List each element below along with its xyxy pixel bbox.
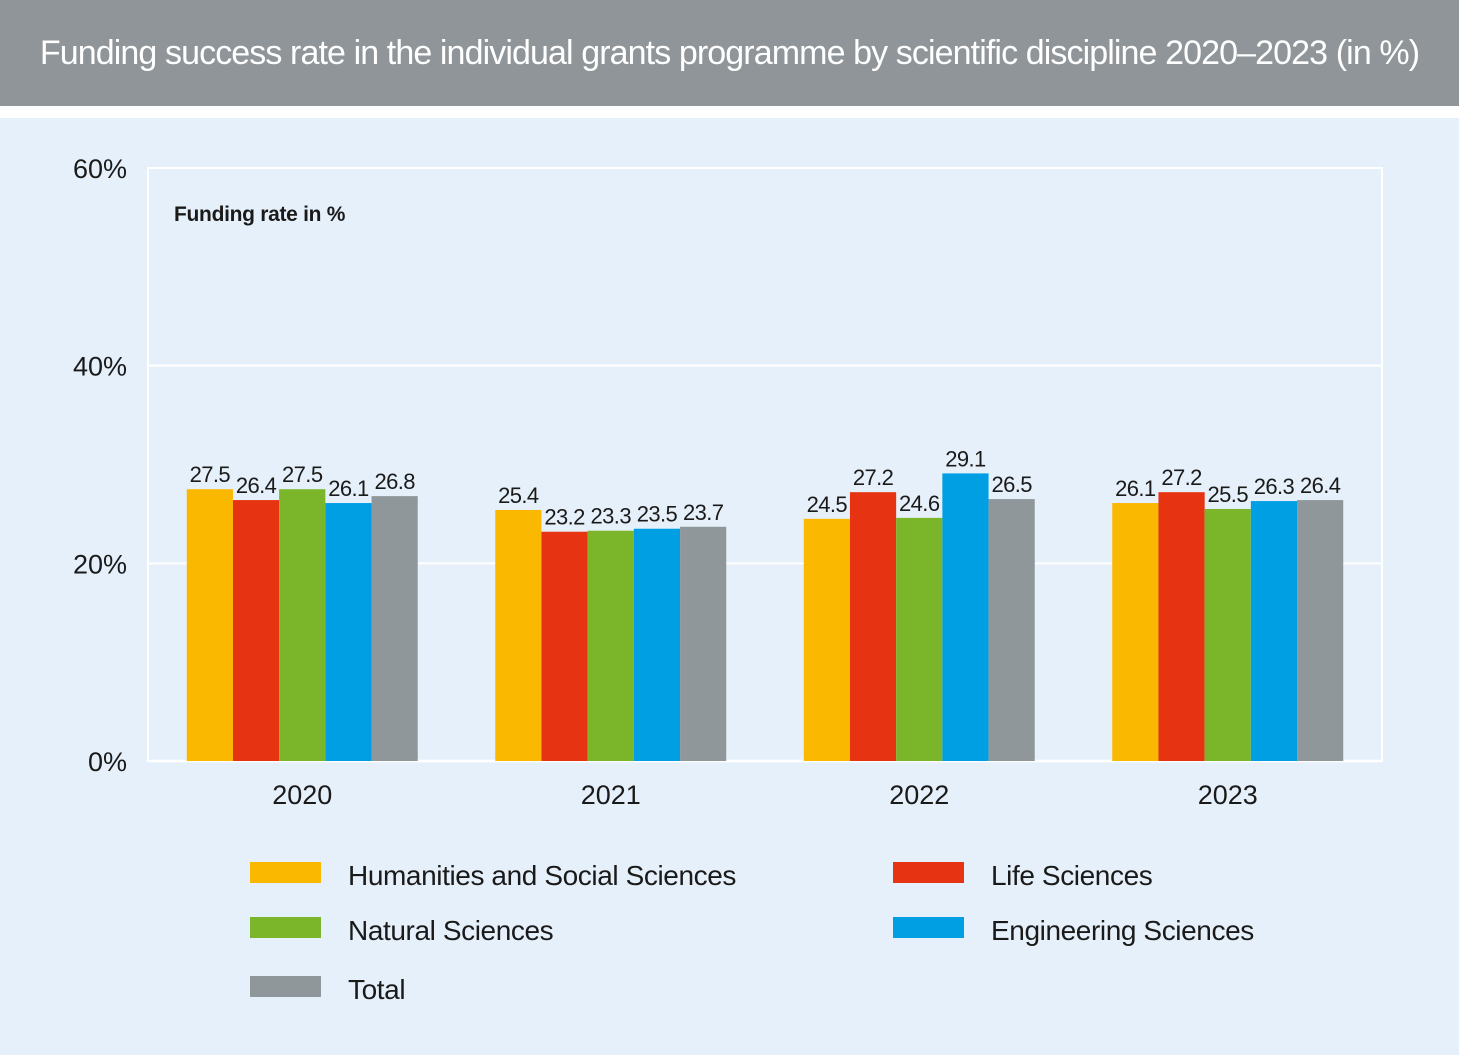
data-label: 23.5 xyxy=(637,502,678,527)
data-label: 29.1 xyxy=(945,446,986,471)
legend: Humanities and Social Sciences Life Scien… xyxy=(250,860,1254,1005)
data-label: 27.2 xyxy=(1161,465,1202,490)
data-label: 26.4 xyxy=(236,473,277,498)
legend-label: Total xyxy=(348,974,405,1005)
bar xyxy=(1250,501,1298,761)
data-label: 26.4 xyxy=(1300,473,1341,498)
legend-swatch xyxy=(893,917,964,938)
data-label: 24.5 xyxy=(807,492,848,517)
chart-title: Funding success rate in the individual g… xyxy=(39,33,1420,72)
data-label: 25.4 xyxy=(498,483,539,508)
y-tick-label: 60% xyxy=(73,154,127,184)
x-tick-label: 2023 xyxy=(1198,780,1258,810)
bar xyxy=(849,492,897,761)
x-tick-label: 2021 xyxy=(581,780,641,810)
bar xyxy=(633,528,681,761)
legend-item: Life Sciences xyxy=(893,860,1153,891)
bar xyxy=(803,518,850,761)
x-tick-label: 2022 xyxy=(889,780,949,810)
legend-label: Engineering Sciences xyxy=(991,915,1254,946)
data-label: 26.8 xyxy=(374,469,415,494)
legend-swatch xyxy=(250,862,321,883)
bar xyxy=(279,489,326,761)
legend-swatch xyxy=(893,862,964,883)
chart-title-bar: Funding success rate in the individual g… xyxy=(0,0,1459,106)
y-axis-title: Funding rate in % xyxy=(174,203,346,226)
bar xyxy=(942,473,989,761)
bar xyxy=(325,503,372,761)
y-tick-label: 40% xyxy=(73,352,127,382)
bar xyxy=(1204,508,1251,761)
bar xyxy=(680,526,727,761)
data-label: 26.5 xyxy=(991,472,1032,497)
data-label: 26.1 xyxy=(328,476,369,501)
bar xyxy=(988,499,1035,761)
legend-item: Natural Sciences xyxy=(250,915,554,946)
legend-label: Humanities and Social Sciences xyxy=(348,860,736,891)
data-label: 27.2 xyxy=(853,465,894,490)
legend-item: Engineering Sciences xyxy=(893,915,1254,946)
data-label: 25.5 xyxy=(1208,482,1249,507)
data-label: 23.7 xyxy=(683,500,724,525)
legend-item: Total xyxy=(250,974,406,1005)
bar xyxy=(186,489,233,761)
bar xyxy=(371,496,418,761)
legend-item: Humanities and Social Sciences xyxy=(250,860,736,891)
bar xyxy=(1297,500,1344,761)
bar xyxy=(541,531,588,761)
y-tick-label: 20% xyxy=(73,549,127,579)
legend-swatch xyxy=(250,917,321,938)
y-axis-ticks: 0% 20% 40% 60% xyxy=(73,154,127,777)
data-label: 26.3 xyxy=(1254,474,1295,499)
bar xyxy=(896,517,943,761)
data-label: 23.2 xyxy=(544,505,585,530)
data-label: 23.3 xyxy=(591,504,632,529)
x-tick-label: 2020 xyxy=(272,780,332,810)
bar xyxy=(495,509,542,761)
data-label: 27.5 xyxy=(282,462,323,487)
bars xyxy=(186,473,1344,761)
data-label: 27.5 xyxy=(190,462,231,487)
value-labels: 27.5 26.4 27.526.1 26.825.423.2 23.3 23.5 23.7… xyxy=(190,446,1342,530)
data-label: 26.1 xyxy=(1115,476,1156,501)
x-axis-labels: 2020 2021 2022 2023 xyxy=(272,780,1258,810)
bar xyxy=(232,500,280,761)
data-label: 24.6 xyxy=(899,491,940,516)
bar xyxy=(587,530,634,761)
legend-swatch xyxy=(250,976,321,997)
y-tick-label: 0% xyxy=(88,747,127,777)
bar xyxy=(1112,503,1159,761)
bar xyxy=(1158,492,1205,761)
legend-label: Life Sciences xyxy=(991,860,1152,891)
legend-label: Natural Sciences xyxy=(348,915,553,946)
